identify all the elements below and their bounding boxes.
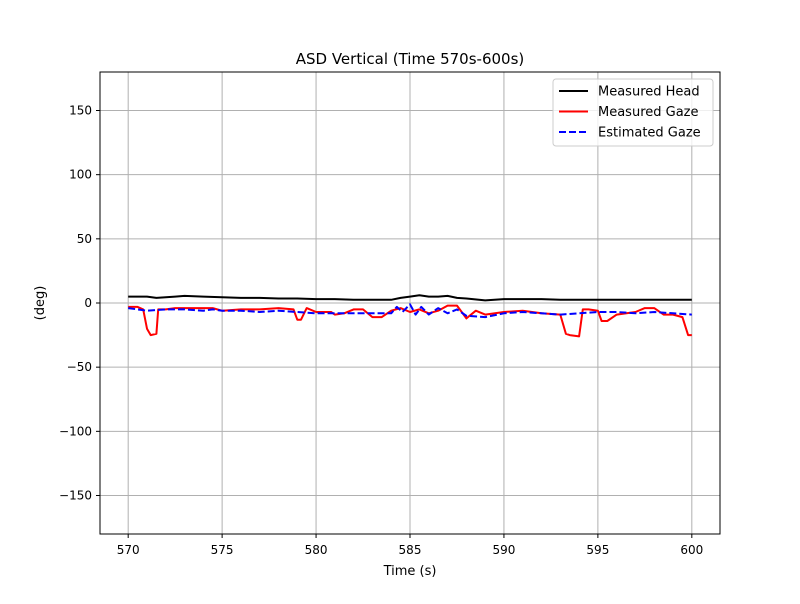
y-axis-label: (deg): [33, 286, 48, 321]
y-tick-label: 50: [77, 232, 92, 246]
x-tick-label: 590: [492, 543, 515, 557]
legend-label-measured-gaze: Measured Gaze: [598, 105, 699, 120]
measured-head-line: [128, 294, 692, 302]
legend-label-measured-head: Measured Head: [598, 85, 700, 100]
y-tick-label: 0: [84, 296, 92, 310]
x-tick-label: 600: [680, 543, 703, 557]
legend: Measured Head Measured Gaze Estimated Gaze: [552, 78, 714, 147]
x-tick-label: 575: [211, 543, 234, 557]
x-tick-label: 580: [305, 543, 328, 557]
x-axis-label: Time (s): [383, 564, 437, 579]
x-tick-label: 595: [586, 543, 609, 557]
y-tick-label: 150: [69, 104, 92, 118]
y-tick-label: −150: [59, 489, 92, 503]
estimated-gaze-line: [128, 303, 692, 319]
y-tick-label: 100: [69, 168, 92, 182]
legend-box: [552, 78, 714, 147]
legend-label-estimated-gaze: Estimated Gaze: [598, 126, 701, 141]
y-tick-label: −100: [59, 424, 92, 438]
x-tick-label: 570: [117, 543, 140, 557]
y-tick-label: −50: [67, 360, 92, 374]
chart-title: ASD Vertical (Time 570s-600s): [296, 50, 525, 68]
x-tick-label: 585: [399, 543, 422, 557]
